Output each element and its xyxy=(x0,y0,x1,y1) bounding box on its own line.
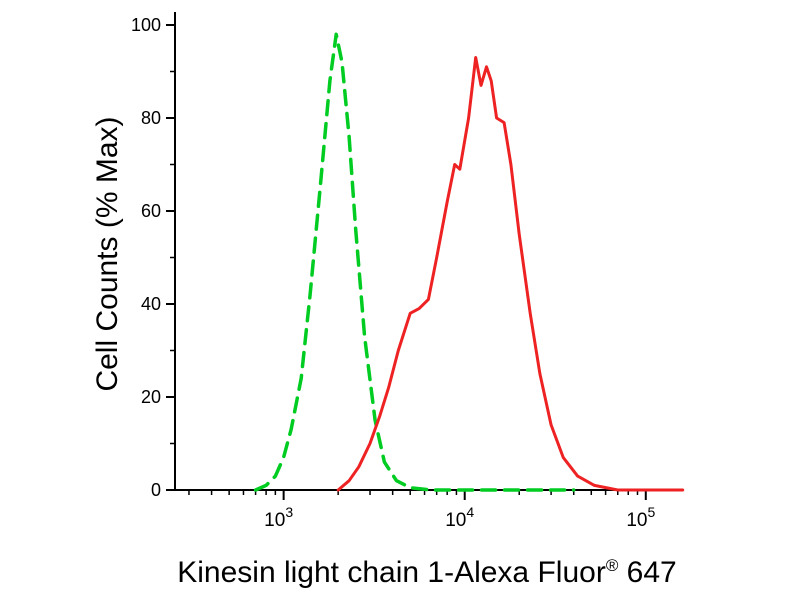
y-tick-label: 100 xyxy=(131,15,161,35)
x-tick-label: 104 xyxy=(445,504,474,531)
x-tick-label: 105 xyxy=(626,504,655,531)
y-axis-label: Cell Counts (% Max) xyxy=(91,116,124,392)
registered-trademark-symbol: ® xyxy=(605,556,619,575)
series-curve-control xyxy=(253,32,576,492)
y-tick-label: 60 xyxy=(141,201,161,221)
y-tick-label: 40 xyxy=(141,294,161,314)
x-axis-title-main: Kinesin light chain 1-Alexa Fluor xyxy=(177,556,606,589)
y-tick-label: 80 xyxy=(141,108,161,128)
y-tick-label: 0 xyxy=(151,480,161,500)
x-axis-title: Kinesin light chain 1-Alexa Fluor® 647 xyxy=(54,556,800,590)
x-axis-title-suffix: 647 xyxy=(618,556,677,589)
y-tick-label: 20 xyxy=(141,387,161,407)
x-tick-label: 103 xyxy=(264,504,293,531)
series-curve-sample xyxy=(336,56,685,492)
